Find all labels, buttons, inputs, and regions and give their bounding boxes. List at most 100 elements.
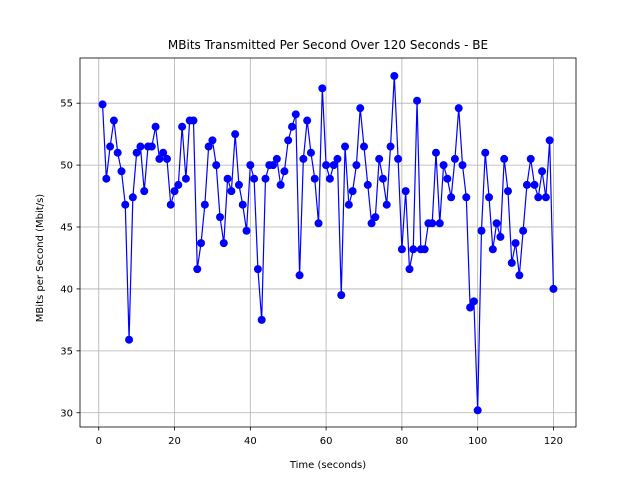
data-point	[363, 180, 372, 189]
data-point	[272, 154, 281, 163]
data-point	[371, 213, 380, 222]
data-point	[541, 193, 550, 202]
data-point	[466, 303, 475, 312]
data-point	[515, 271, 524, 280]
data-point	[325, 174, 334, 183]
data-point	[299, 154, 308, 163]
data-point	[337, 291, 346, 300]
y-axis-ticks: 30 35 40 45 50 55	[60, 99, 80, 419]
data-point	[519, 226, 528, 235]
data-point	[155, 154, 164, 163]
data-point	[344, 200, 353, 209]
data-point	[329, 161, 338, 170]
data-point	[193, 265, 202, 274]
data-point	[439, 161, 448, 170]
data-point	[306, 148, 315, 157]
data-point	[420, 245, 429, 254]
data-point	[409, 245, 418, 254]
data-point	[447, 193, 456, 202]
data-point	[242, 226, 251, 235]
x-axis-ticks: 0 20 40 60 80 100 120	[96, 427, 563, 447]
data-point	[140, 187, 149, 196]
data-point	[352, 161, 361, 170]
data-point	[507, 258, 516, 267]
data-point	[488, 245, 497, 254]
data-point	[469, 297, 478, 306]
data-point	[147, 142, 156, 151]
data-point	[401, 187, 410, 196]
data-point	[496, 232, 505, 241]
data-point	[458, 161, 467, 170]
data-point	[276, 180, 285, 189]
data-point	[102, 174, 111, 183]
data-point	[348, 187, 357, 196]
data-point	[238, 200, 247, 209]
data-point	[219, 239, 228, 248]
data-point	[511, 239, 520, 248]
x-tick-label: 0	[96, 436, 102, 447]
data-point	[132, 148, 141, 157]
data-point	[121, 200, 130, 209]
data-point	[234, 180, 243, 189]
data-point	[530, 180, 539, 189]
data-point	[212, 161, 221, 170]
data-point	[200, 200, 209, 209]
y-tick-label: 45	[60, 223, 73, 234]
data-point	[159, 148, 168, 157]
data-point	[166, 200, 175, 209]
data-point	[360, 142, 368, 151]
y-axis-label: MBits per Second (Mbit/s)	[35, 194, 46, 323]
data-point	[295, 271, 304, 280]
data-point	[197, 239, 206, 248]
data-point	[485, 193, 494, 202]
data-point	[246, 161, 255, 170]
data-point	[318, 84, 327, 93]
data-point	[151, 122, 160, 131]
data-point	[428, 219, 437, 228]
data-point	[538, 167, 547, 176]
data-point	[375, 154, 384, 163]
data-point	[261, 174, 270, 183]
data-point	[545, 136, 554, 145]
data-point	[397, 245, 406, 254]
data-point	[314, 219, 323, 228]
data-point	[223, 174, 232, 183]
data-point	[549, 284, 558, 293]
data-point	[356, 104, 365, 113]
data-point	[288, 122, 296, 131]
data-point	[435, 219, 444, 228]
data-point	[431, 148, 440, 157]
y-tick-label: 50	[60, 161, 73, 172]
data-point	[250, 174, 259, 183]
data-point	[454, 104, 463, 113]
data-point	[405, 265, 414, 274]
data-point	[500, 154, 509, 163]
data-point	[284, 136, 293, 145]
data-point	[310, 174, 319, 183]
series-layer	[98, 71, 558, 415]
data-point	[189, 116, 198, 125]
y-tick-label: 35	[60, 346, 73, 357]
x-tick-label: 120	[544, 436, 563, 447]
data-point	[269, 161, 278, 170]
data-point	[390, 71, 399, 80]
data-point	[204, 142, 213, 151]
data-point	[382, 200, 391, 209]
data-point	[386, 142, 395, 151]
y-tick-label: 55	[60, 99, 73, 110]
data-point	[503, 187, 512, 196]
data-point	[303, 116, 312, 125]
data-point	[367, 219, 376, 228]
data-point	[450, 154, 459, 163]
data-point	[280, 167, 289, 176]
data-point	[481, 148, 490, 157]
data-point	[109, 116, 118, 125]
x-tick-label: 20	[168, 436, 181, 447]
data-point	[341, 142, 350, 151]
data-point	[443, 174, 452, 183]
data-point	[128, 193, 137, 202]
data-point	[253, 265, 262, 274]
data-point	[178, 122, 187, 131]
data-point	[181, 174, 190, 183]
